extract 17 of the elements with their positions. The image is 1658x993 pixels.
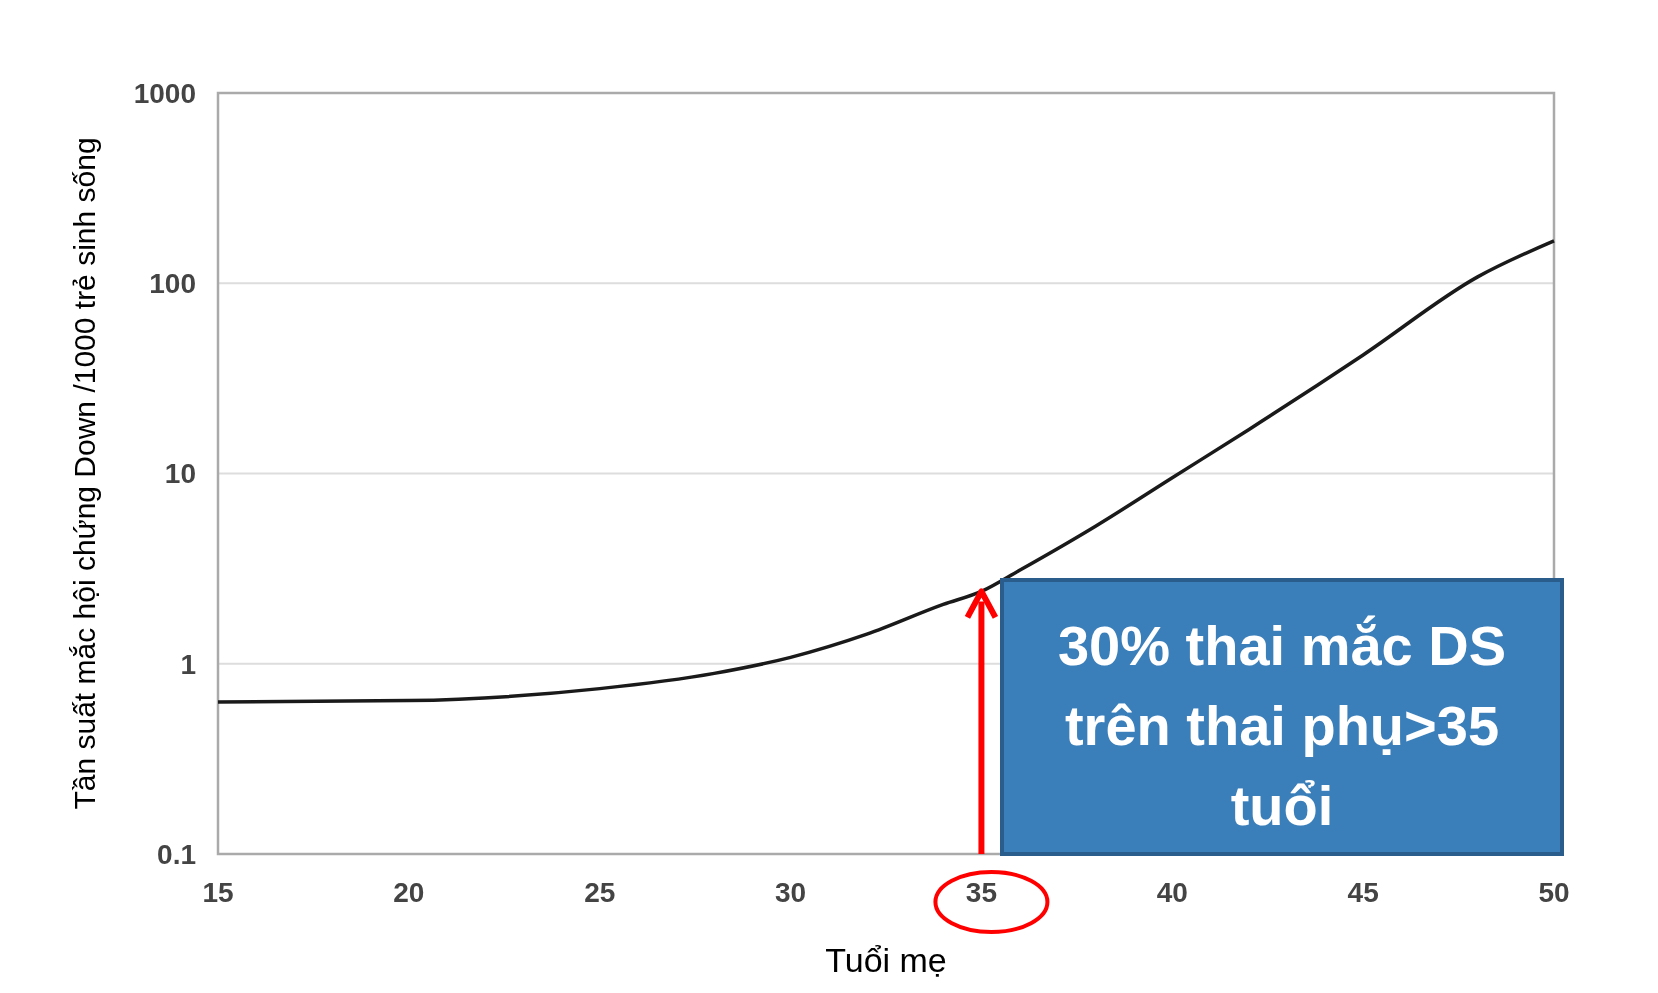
x-tick-label: 15 <box>202 877 234 908</box>
x-axis-title: Tuổi mẹ <box>825 941 947 979</box>
x-tick-label: 45 <box>1347 877 1379 908</box>
annotation: 30% thai mắc DS trên thai phụ>35 tuổi <box>1057 614 1507 837</box>
x-tick-label: 25 <box>584 877 616 908</box>
y-tick-label: 100 <box>149 268 196 300</box>
y-axis-title: Tần suất mắc hội chứng Down /1000 trẻ sinh sống <box>68 137 101 810</box>
y-tick-label: 0.1 <box>157 838 196 870</box>
x-tick-label: 20 <box>393 877 425 908</box>
line-series <box>216 239 1556 704</box>
x-tick-label: 30 <box>774 877 807 908</box>
y-tick-label: 1 <box>180 648 196 680</box>
x-tick-label: 50 <box>1538 877 1570 908</box>
x-tick-label: 35 <box>965 877 998 908</box>
y-tick-label: 1000 <box>133 77 196 109</box>
x-tick-label: 40 <box>1156 877 1188 908</box>
y-tick-label: 10 <box>164 458 196 490</box>
